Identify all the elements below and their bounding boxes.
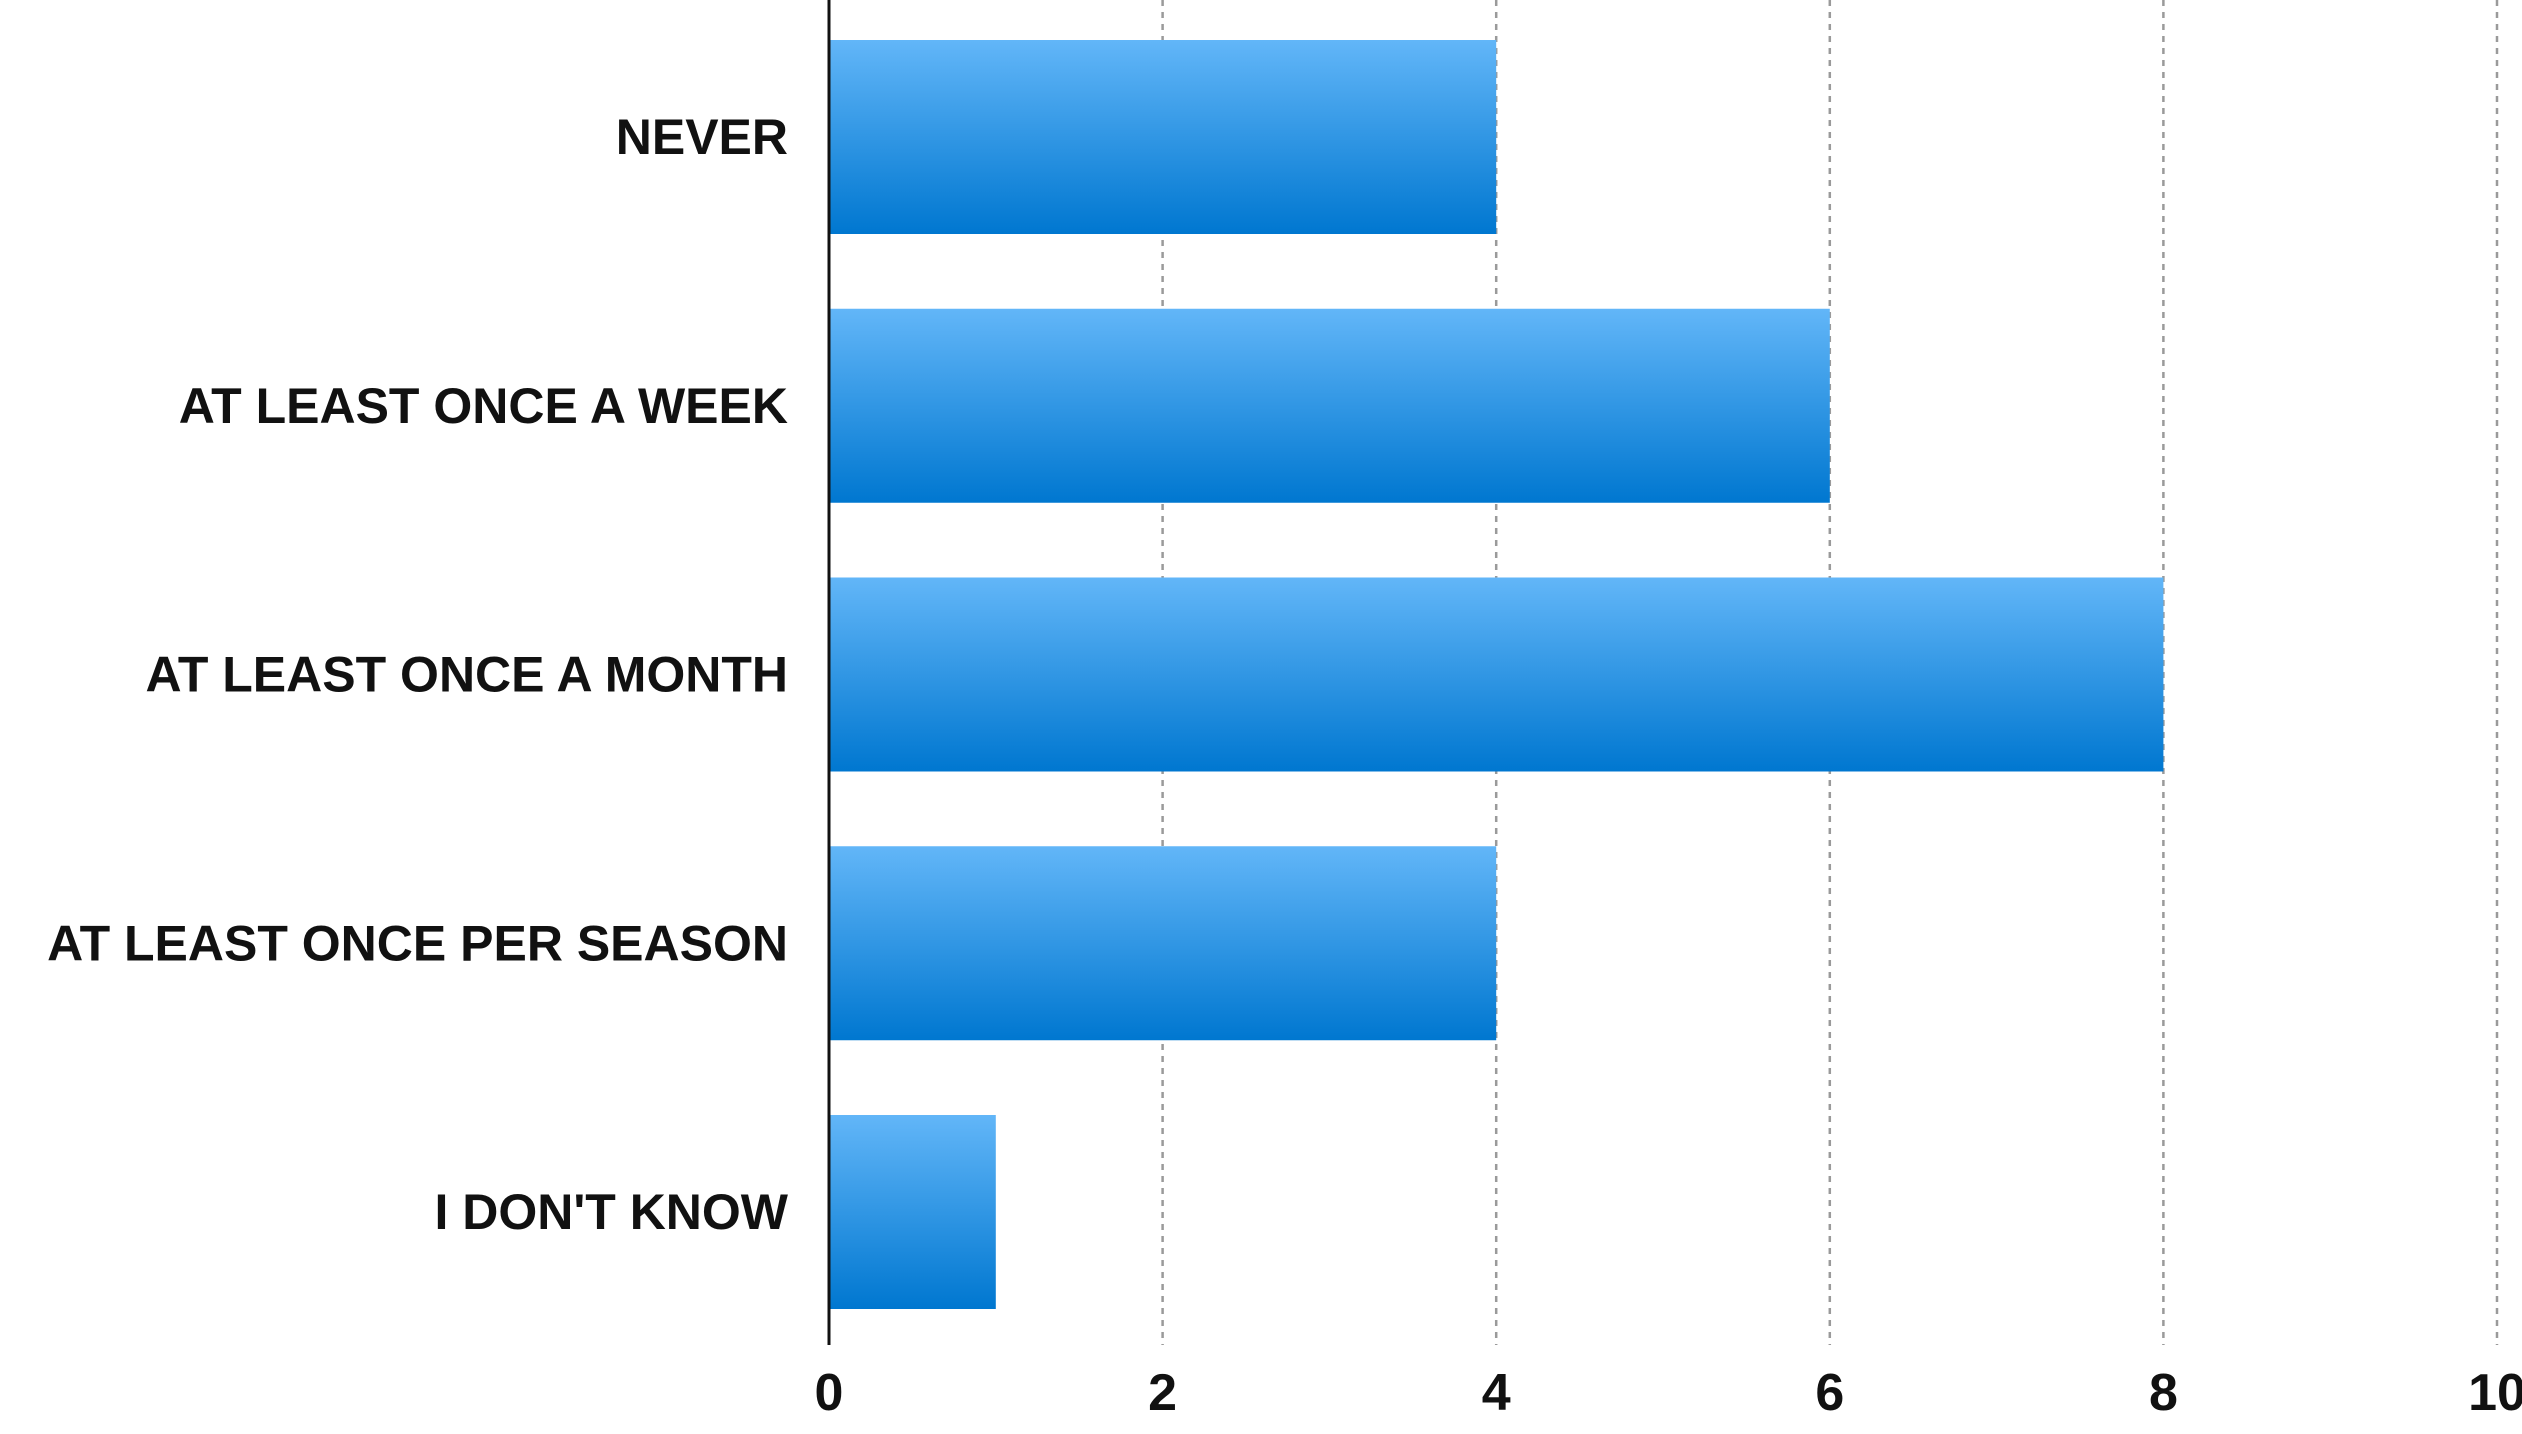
bars <box>829 40 2164 1309</box>
category-label: AT LEAST ONCE A MONTH <box>145 647 788 703</box>
bar-1 <box>829 308 1830 503</box>
x-tick-label: 2 <box>1148 1364 1177 1422</box>
bar-0 <box>829 40 1497 234</box>
category-label: AT LEAST ONCE PER SEASON <box>47 915 788 971</box>
category-label: NEVER <box>616 109 788 165</box>
x-tick-label: 6 <box>1815 1364 1844 1422</box>
bar-4 <box>829 1115 996 1309</box>
x-tick-labels: 0 2 4 6 8 10 <box>815 1364 2522 1422</box>
category-labels: NEVER AT LEAST ONCE A WEEK AT LEAST ONCE A… <box>47 109 789 1240</box>
x-tick-label: 4 <box>1482 1364 1511 1422</box>
category-label: AT LEAST ONCE A WEEK <box>179 378 788 434</box>
x-tick-label: 8 <box>2149 1364 2178 1422</box>
x-tick-label: 0 <box>815 1364 844 1422</box>
x-tick-label: 10 <box>2468 1364 2522 1422</box>
bar-3 <box>829 846 1497 1041</box>
category-label: I DON'T KNOW <box>434 1184 788 1240</box>
bar-2 <box>829 577 2164 772</box>
